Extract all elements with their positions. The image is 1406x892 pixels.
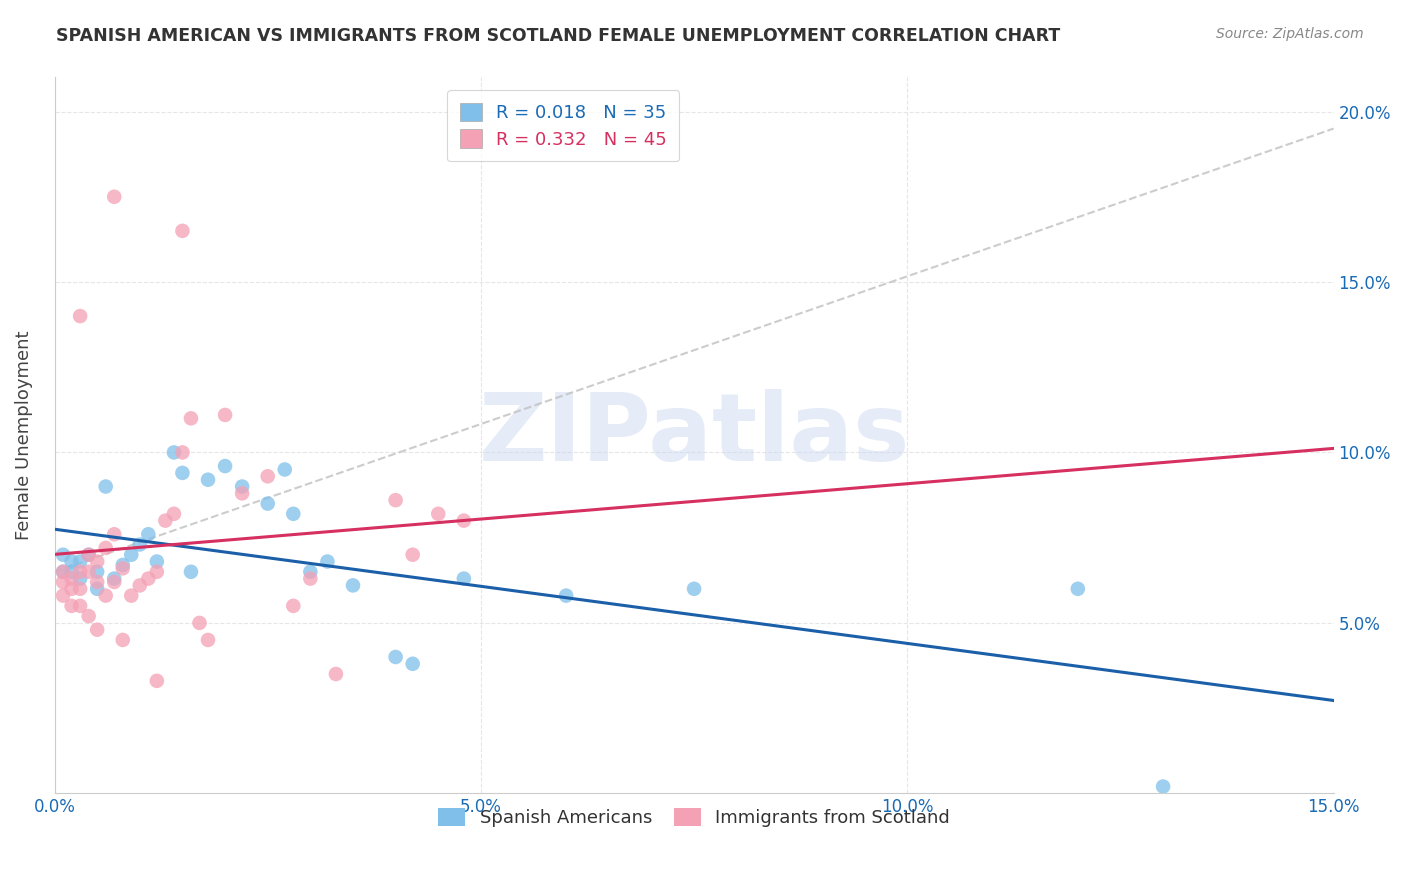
Point bbox=[180, 411, 202, 425]
Point bbox=[77, 548, 100, 562]
Point bbox=[1067, 582, 1090, 596]
Point bbox=[342, 578, 364, 592]
Point bbox=[136, 572, 159, 586]
Y-axis label: Female Unemployment: Female Unemployment bbox=[15, 331, 32, 541]
Point bbox=[146, 555, 169, 569]
Point bbox=[103, 190, 125, 204]
Point bbox=[69, 572, 91, 586]
Point bbox=[231, 479, 253, 493]
Point bbox=[197, 473, 219, 487]
Point bbox=[283, 599, 305, 613]
Point bbox=[69, 309, 91, 323]
Point bbox=[60, 565, 83, 579]
Point bbox=[69, 599, 91, 613]
Point bbox=[128, 578, 150, 592]
Point bbox=[453, 572, 475, 586]
Point bbox=[52, 589, 75, 603]
Point bbox=[52, 574, 75, 589]
Point bbox=[60, 572, 83, 586]
Point bbox=[120, 548, 142, 562]
Point bbox=[1152, 780, 1174, 794]
Point bbox=[180, 565, 202, 579]
Point bbox=[86, 565, 108, 579]
Point bbox=[60, 599, 83, 613]
Point bbox=[103, 574, 125, 589]
Point bbox=[172, 224, 194, 238]
Point bbox=[60, 582, 83, 596]
Point bbox=[384, 650, 406, 665]
Point bbox=[86, 574, 108, 589]
Point bbox=[197, 632, 219, 647]
Point bbox=[188, 615, 211, 630]
Point bbox=[214, 459, 236, 474]
Point bbox=[77, 565, 100, 579]
Point bbox=[69, 582, 91, 596]
Point bbox=[283, 507, 305, 521]
Point bbox=[94, 589, 117, 603]
Text: Source: ZipAtlas.com: Source: ZipAtlas.com bbox=[1216, 27, 1364, 41]
Point bbox=[103, 527, 125, 541]
Point bbox=[94, 479, 117, 493]
Point bbox=[111, 561, 134, 575]
Point bbox=[60, 555, 83, 569]
Point bbox=[146, 673, 169, 688]
Point bbox=[52, 565, 75, 579]
Point bbox=[231, 486, 253, 500]
Point bbox=[427, 507, 450, 521]
Point bbox=[402, 548, 425, 562]
Point bbox=[120, 589, 142, 603]
Point bbox=[402, 657, 425, 671]
Point bbox=[52, 548, 75, 562]
Point bbox=[172, 445, 194, 459]
Point bbox=[325, 667, 347, 681]
Point bbox=[86, 555, 108, 569]
Point bbox=[555, 589, 578, 603]
Point bbox=[453, 514, 475, 528]
Point bbox=[384, 493, 406, 508]
Point bbox=[69, 555, 91, 569]
Point bbox=[163, 445, 186, 459]
Point bbox=[111, 558, 134, 572]
Point bbox=[316, 555, 339, 569]
Text: SPANISH AMERICAN VS IMMIGRANTS FROM SCOTLAND FEMALE UNEMPLOYMENT CORRELATION CHA: SPANISH AMERICAN VS IMMIGRANTS FROM SCOT… bbox=[56, 27, 1060, 45]
Point bbox=[94, 541, 117, 555]
Text: ZIPatlas: ZIPatlas bbox=[478, 390, 910, 482]
Point bbox=[256, 469, 278, 483]
Point bbox=[163, 507, 186, 521]
Point bbox=[52, 565, 75, 579]
Point bbox=[683, 582, 706, 596]
Point bbox=[299, 572, 322, 586]
Point bbox=[77, 548, 100, 562]
Point bbox=[136, 527, 159, 541]
Point bbox=[155, 514, 177, 528]
Point bbox=[214, 408, 236, 422]
Point bbox=[146, 565, 169, 579]
Point bbox=[274, 462, 297, 476]
Point bbox=[172, 466, 194, 480]
Point bbox=[299, 565, 322, 579]
Point bbox=[111, 632, 134, 647]
Point bbox=[103, 572, 125, 586]
Legend: Spanish Americans, Immigrants from Scotland: Spanish Americans, Immigrants from Scotl… bbox=[430, 801, 957, 834]
Point bbox=[77, 609, 100, 624]
Point bbox=[256, 497, 278, 511]
Point bbox=[86, 582, 108, 596]
Point bbox=[128, 537, 150, 551]
Point bbox=[86, 623, 108, 637]
Point bbox=[69, 565, 91, 579]
